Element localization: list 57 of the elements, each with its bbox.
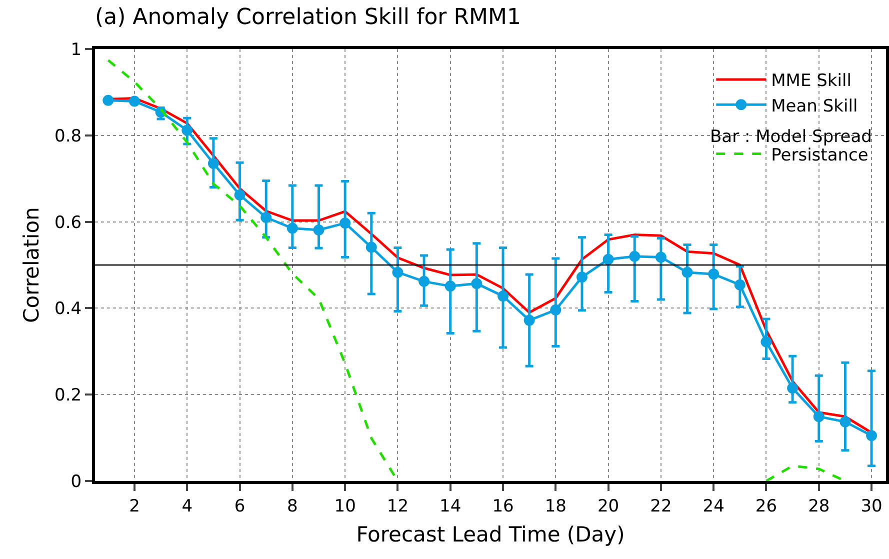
x-tick-label: 6: [234, 496, 246, 516]
legend-label: Mean Skill: [771, 96, 858, 116]
point: [286, 222, 298, 234]
point: [208, 158, 219, 169]
x-tick-label: 16: [492, 496, 514, 516]
annotation: Bar : Model Spread: [710, 127, 872, 147]
point: [102, 94, 114, 106]
x-tick-label: 10: [334, 496, 356, 516]
x-tick-label: 14: [440, 496, 462, 516]
point: [182, 124, 193, 136]
x-tick-label: 30: [860, 496, 882, 516]
x-tick-label: 18: [544, 496, 566, 516]
point: [392, 266, 404, 278]
x-tick-label: 12: [386, 496, 409, 516]
point: [813, 411, 824, 422]
x-tick-label: 24: [702, 496, 724, 516]
x-tick-label: 28: [808, 496, 830, 516]
point: [128, 96, 140, 107]
point: [840, 416, 851, 428]
point: [734, 279, 746, 290]
point: [655, 252, 666, 263]
point: [602, 254, 614, 265]
x-tick-label: 8: [287, 496, 298, 516]
point: [260, 212, 272, 223]
point: [498, 290, 508, 302]
x-tick-label: 20: [597, 496, 620, 516]
point: [708, 268, 720, 280]
x-tick-label: 22: [650, 496, 672, 516]
point: [524, 314, 535, 326]
point: [550, 304, 562, 316]
y-axis-title: Correlation: [20, 207, 44, 323]
point: [866, 430, 878, 442]
point: [787, 382, 798, 394]
x-tick-label: 4: [182, 496, 193, 516]
point: [444, 280, 456, 292]
point: [576, 272, 588, 283]
point: [234, 190, 246, 201]
y-tick-label: 0: [70, 472, 82, 492]
x-tick-label: 26: [755, 496, 778, 516]
legend-label: MME Skill: [771, 71, 852, 92]
y-tick-label: 0.8: [54, 126, 82, 146]
y-tick-label: 0.6: [54, 212, 82, 233]
point: [629, 250, 640, 262]
point: [760, 336, 772, 348]
point: [340, 218, 351, 229]
point: [418, 276, 430, 287]
x-axis-title: Forecast Lead Time (Day): [356, 522, 625, 547]
point: [471, 278, 482, 290]
point: [366, 242, 377, 253]
legend-label: Persistance: [771, 145, 868, 166]
point: [313, 224, 324, 236]
y-tick-label: 0.4: [54, 299, 82, 320]
y-tick-label: 1: [70, 40, 82, 60]
y-tick-label: 0.2: [54, 386, 82, 406]
x-tick-label: 2: [129, 496, 140, 516]
chart-title: (a) Anomaly Correlation Skill for RMM1: [95, 4, 521, 30]
point: [682, 266, 693, 278]
